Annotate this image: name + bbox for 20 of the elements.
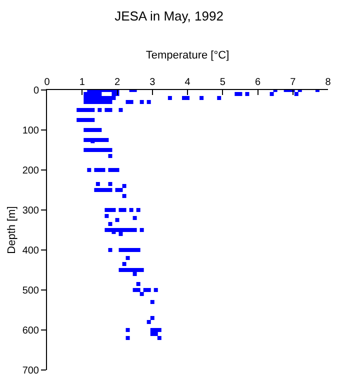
x-tick-label: 6: [254, 77, 261, 88]
y-tick-label: 700: [22, 366, 40, 376]
chart-title: JESA in May, 1992: [114, 8, 224, 24]
x-tick-label: 5: [220, 77, 226, 88]
y-tick-label: 100: [22, 126, 40, 136]
x-tick-label: 0: [44, 77, 50, 88]
y-axis-title: Depth [m]: [6, 206, 18, 254]
y-tick-label: 500: [22, 286, 40, 296]
y-tick-label: 300: [22, 206, 40, 216]
x-tick-label: 3: [150, 77, 156, 88]
x-axis-title: Temperature [°C]: [146, 50, 230, 62]
x-tick-label: 8: [325, 77, 332, 88]
y-tick-label: 0: [33, 86, 40, 96]
y-tick-label: 200: [22, 166, 40, 176]
x-tick-label: 2: [114, 77, 120, 88]
x-tick-label: 7: [290, 77, 296, 88]
x-tick-label: 1: [79, 77, 86, 88]
y-tick-label: 600: [22, 326, 40, 336]
x-tick-label: 4: [184, 77, 191, 88]
y-tick-label: 400: [22, 246, 40, 256]
